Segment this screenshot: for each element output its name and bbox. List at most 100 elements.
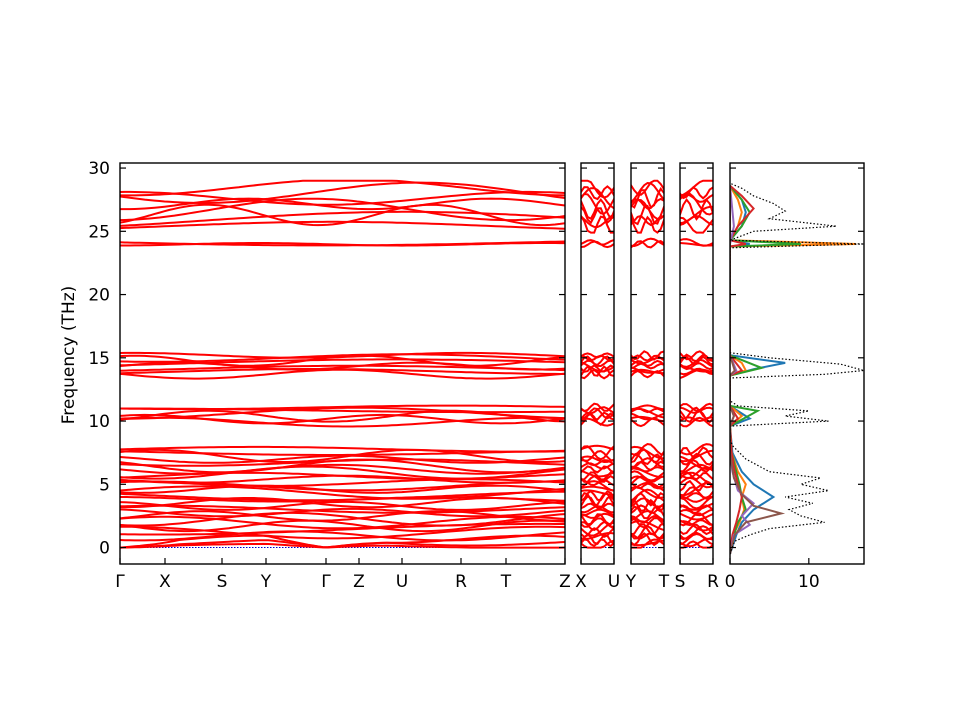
band-47 — [120, 220, 565, 230]
band-39 — [631, 366, 664, 374]
kpoint-label: U — [396, 572, 408, 592]
band-44 — [120, 351, 565, 359]
band-panel-frame — [580, 162, 615, 565]
partial-dos-3 — [730, 185, 801, 555]
band-53 — [680, 186, 713, 200]
band-27 — [680, 452, 713, 466]
band-52 — [680, 193, 713, 203]
band-lines — [120, 179, 565, 549]
band-16 — [631, 488, 664, 502]
band-16 — [581, 489, 614, 502]
band-5 — [581, 527, 614, 538]
band-52 — [120, 190, 565, 206]
band-25 — [581, 462, 614, 470]
band-29 — [680, 446, 713, 459]
band-30 — [581, 444, 614, 451]
band-11 — [680, 508, 713, 517]
band-49 — [120, 203, 565, 227]
band-lines — [581, 179, 614, 549]
band-32 — [120, 413, 565, 425]
band-52 — [581, 187, 614, 210]
band-39 — [581, 364, 614, 373]
band-29 — [581, 445, 614, 461]
band-24 — [581, 465, 614, 474]
band-35 — [680, 406, 713, 414]
band-30 — [120, 445, 565, 453]
band-54 — [680, 179, 713, 197]
kpoint-label: U — [608, 572, 620, 592]
band-38 — [120, 368, 565, 375]
band-26 — [120, 458, 565, 467]
band-lines — [631, 179, 664, 549]
band-28 — [581, 450, 614, 462]
band-27 — [581, 455, 614, 464]
band-36 — [680, 402, 713, 412]
kpoint-label: T — [500, 572, 512, 592]
y-tick-label: 20 — [88, 286, 110, 306]
band-29 — [631, 445, 664, 460]
y-tick-label: 10 — [88, 412, 110, 432]
kpoint-label: X — [575, 572, 587, 592]
band-51 — [631, 197, 664, 210]
band-7 — [120, 519, 565, 533]
band-23 — [581, 469, 614, 478]
band-41 — [120, 358, 565, 367]
band-8 — [631, 516, 664, 529]
band-36 — [581, 402, 614, 413]
band-37 — [581, 368, 614, 380]
band-23 — [120, 465, 565, 480]
band-10 — [680, 512, 713, 521]
band-44 — [631, 350, 664, 361]
band-31 — [680, 416, 713, 428]
band-40 — [631, 362, 664, 370]
band-50 — [120, 197, 565, 222]
band-24 — [120, 463, 565, 475]
partial-dos-6 — [730, 185, 786, 555]
kpoint-label: Y — [625, 572, 637, 592]
band-9 — [581, 513, 614, 526]
band-12 — [581, 505, 614, 514]
band-34 — [680, 406, 713, 420]
band-32 — [631, 415, 664, 423]
band-12 — [120, 504, 565, 514]
band-11 — [581, 508, 614, 517]
band-23 — [631, 467, 664, 478]
band-47 — [581, 215, 614, 234]
band-3 — [631, 532, 664, 547]
band-17 — [581, 489, 614, 496]
band-12 — [631, 504, 664, 514]
band-36 — [120, 404, 565, 411]
band-21 — [631, 475, 664, 484]
kpoint-label: Z — [559, 572, 571, 592]
y-axis-label: Frequency (THz) — [59, 286, 79, 425]
band-49 — [680, 205, 713, 225]
band-7 — [680, 520, 713, 532]
band-53 — [581, 185, 614, 201]
band-9 — [120, 511, 565, 527]
y-tick-label: 30 — [88, 159, 110, 179]
band-26 — [680, 455, 713, 471]
band-8 — [581, 517, 614, 528]
kpoint-label: Z — [353, 572, 365, 592]
band-53 — [120, 181, 565, 204]
total-dos — [730, 182, 864, 555]
dos-x-tick-label: 0 — [725, 572, 736, 592]
band-48 — [120, 210, 565, 227]
band-54 — [581, 179, 614, 199]
kpoint-label: R — [455, 572, 467, 592]
y-tick-label: 15 — [88, 349, 110, 369]
kpoint-label: Γ — [321, 572, 331, 592]
y-tick-label: 5 — [99, 475, 110, 495]
band-43 — [120, 353, 565, 363]
kpoint-label: T — [658, 572, 670, 592]
band-panel-frame — [119, 162, 566, 565]
dos-panel-frame — [729, 162, 865, 565]
band-18 — [120, 484, 565, 494]
band-10 — [120, 510, 565, 522]
kpoint-label: Y — [260, 572, 272, 592]
band-54 — [631, 179, 664, 196]
